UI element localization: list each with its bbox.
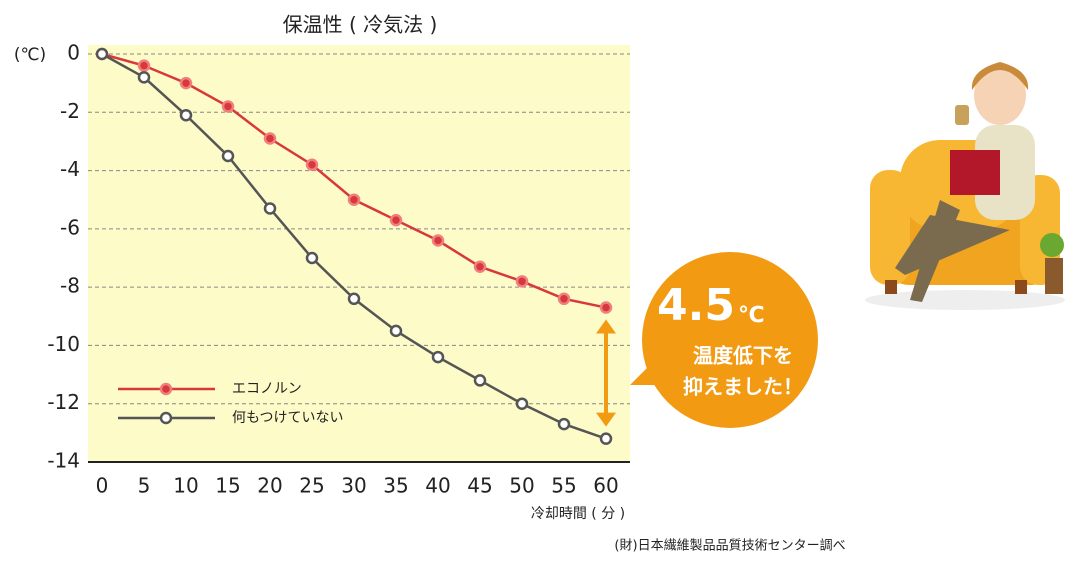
data-point xyxy=(305,251,319,265)
callout-value: 4.5 xyxy=(657,280,735,331)
y-tick-label: -12 xyxy=(47,390,80,414)
x-tick-label: 15 xyxy=(215,474,240,498)
data-point xyxy=(557,417,571,431)
legend-label: 何もつけていない xyxy=(232,410,343,426)
callout-unit: ℃ xyxy=(738,303,765,328)
callout-pointer xyxy=(630,365,660,385)
y-tick-label: -10 xyxy=(47,332,80,356)
callout: 4.5 ℃ 温度低下を 抑えました！ xyxy=(630,252,818,428)
data-point xyxy=(347,292,361,306)
data-point xyxy=(515,397,529,410)
data-point xyxy=(389,213,403,227)
x-tick-label: 5 xyxy=(138,474,151,498)
y-tick-label: -14 xyxy=(47,449,80,473)
x-tick-label: 35 xyxy=(383,474,408,498)
data-point xyxy=(431,234,445,247)
y-axis-label: (℃) xyxy=(14,45,46,65)
y-tick-label: 0 xyxy=(67,41,80,65)
plot-background xyxy=(88,45,630,462)
data-point xyxy=(473,374,487,387)
callout-bubble xyxy=(642,252,818,428)
legend-marker xyxy=(159,382,173,396)
callout-text: 抑えました！ xyxy=(683,375,803,399)
x-tick-label: 45 xyxy=(467,474,492,498)
data-point xyxy=(305,158,319,171)
callout-text: 温度低下を xyxy=(693,344,793,368)
y-tick-label: -8 xyxy=(60,274,80,298)
data-point xyxy=(137,71,151,84)
x-tick-label: 40 xyxy=(425,474,450,498)
data-point xyxy=(557,292,571,306)
legend-label: エコノルン xyxy=(232,381,302,397)
data-point xyxy=(179,108,193,122)
data-point xyxy=(389,324,403,338)
x-tick-label: 0 xyxy=(96,474,109,498)
x-tick-label: 10 xyxy=(173,474,198,498)
x-tick-label: 50 xyxy=(509,474,534,498)
illustration xyxy=(865,62,1065,310)
arrow-head xyxy=(596,319,616,334)
data-point xyxy=(473,260,487,273)
y-tick-label: -6 xyxy=(60,215,80,239)
legend-marker xyxy=(159,411,173,425)
x-tick-label: 30 xyxy=(341,474,366,498)
data-point xyxy=(263,132,277,145)
data-point xyxy=(221,100,235,113)
x-tick-label: 60 xyxy=(593,474,618,498)
data-point xyxy=(599,301,613,314)
x-axis-label: 冷却時間 ( 分 ) xyxy=(531,506,625,522)
data-point xyxy=(347,193,361,206)
data-point xyxy=(431,350,445,364)
data-point xyxy=(263,202,277,215)
x-tick-label: 55 xyxy=(551,474,576,498)
data-point xyxy=(95,47,109,61)
x-tick-label: 25 xyxy=(299,474,324,498)
data-point xyxy=(599,432,613,445)
y-tick-label: -4 xyxy=(60,157,80,181)
y-tick-label: -2 xyxy=(60,99,80,123)
data-point xyxy=(221,149,235,163)
data-point xyxy=(179,76,193,90)
arrow-head xyxy=(596,412,616,427)
data-point xyxy=(515,275,529,288)
x-tick-label: 20 xyxy=(257,474,282,498)
chart-title: 保温性 ( 冷気法 ) xyxy=(283,13,438,37)
data-point xyxy=(137,59,151,72)
source-note: (財)日本繊維製品品質技術センター調べ xyxy=(614,538,845,554)
